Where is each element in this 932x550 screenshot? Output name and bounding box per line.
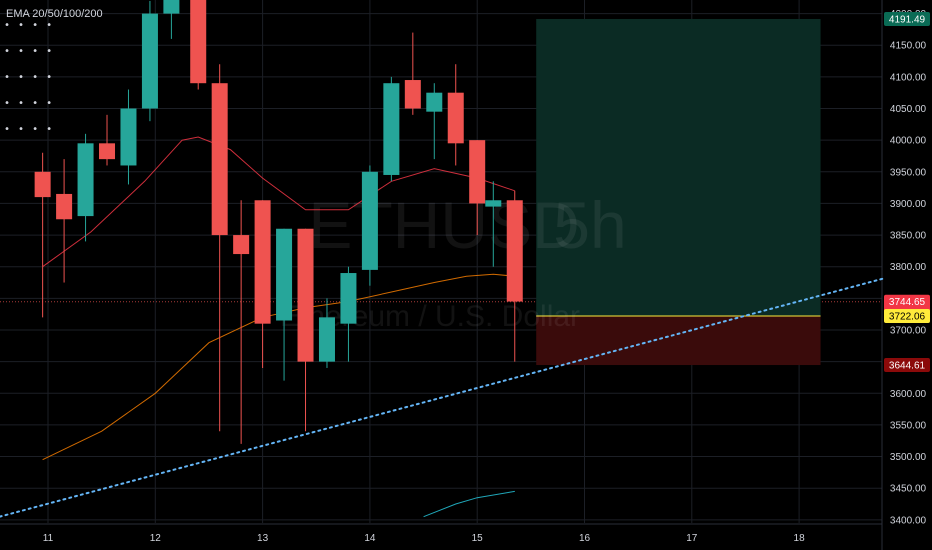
candle-body: [163, 0, 180, 14]
time-axis[interactable]: 11 12 13 14 15 16 17 18: [43, 533, 805, 544]
candle-body: [318, 317, 335, 362]
candle-body: [276, 228, 293, 321]
price-tag-stop: [884, 358, 930, 373]
price-tag-entry: [884, 309, 930, 324]
price-tag-target: [884, 11, 930, 26]
candle-body: [383, 83, 400, 175]
price-tick-label: 3450.00: [890, 484, 927, 495]
time-tick-label: 13: [257, 533, 269, 544]
price-tag-current-label: 3744.65: [889, 297, 926, 308]
watermark-interval: 5h: [553, 188, 626, 262]
candle-body: [211, 83, 228, 236]
price-tag-stop-label: 3644.61: [889, 361, 926, 372]
price-tag-target-label: 4191.49: [889, 14, 926, 25]
ema-20-line: [42, 136, 515, 268]
price-tick-label: 4000.00: [890, 136, 927, 147]
candle-body: [99, 143, 116, 160]
time-tick-label: 17: [686, 533, 698, 544]
candle-body: [297, 228, 314, 362]
candle-body: [447, 92, 464, 144]
watermark-symbol: ETHUSD: [308, 188, 579, 262]
candle-body: [190, 0, 207, 84]
symbol-watermark: ETHUSD 5h Ethereum / U.S. Dollar: [280, 188, 627, 333]
indicator-dots: • • • •: [4, 98, 54, 109]
time-tick-label: 14: [364, 533, 376, 544]
indicator-dots: • • • •: [4, 20, 54, 31]
price-tick-label: 3500.00: [890, 452, 927, 463]
price-tick-label: 4100.00: [890, 72, 927, 83]
ema-100-line: [423, 490, 515, 518]
candle-body: [77, 143, 94, 217]
price-tick-label: 3900.00: [890, 199, 927, 210]
candle-body: [469, 140, 486, 204]
price-tick-label: 3550.00: [890, 420, 927, 431]
candle-body: [426, 92, 443, 112]
time-tick-label: 16: [579, 533, 591, 544]
candle-body: [141, 13, 158, 109]
candle-body: [340, 273, 357, 324]
profit-zone: [536, 18, 821, 317]
price-tick-label: 4150.00: [890, 41, 927, 52]
price-tick-label: 3400.00: [890, 515, 927, 526]
candle-body: [506, 200, 523, 302]
candle-body: [34, 171, 51, 198]
price-tick-label: 3600.00: [890, 389, 927, 400]
candle-body: [56, 193, 73, 220]
candle-body: [361, 171, 378, 270]
time-tick-label: 12: [150, 533, 162, 544]
candle-body: [233, 235, 250, 255]
long-position-tool[interactable]: [536, 18, 821, 366]
price-axis[interactable]: 3400.003450.003500.003550.003600.003650.…: [890, 9, 927, 526]
trendline-path: [0, 277, 886, 518]
candle-body: [404, 80, 421, 109]
price-tag-entry-label: 3722.06: [889, 312, 926, 323]
loss-zone: [536, 316, 821, 366]
trendline[interactable]: [0, 277, 886, 518]
indicator-dots: • • • •: [4, 46, 54, 57]
candle-body: [485, 200, 502, 207]
indicator-dots: • • • •: [4, 124, 54, 135]
time-tick-label: 11: [43, 533, 54, 544]
indicator-dots: • • • •: [4, 72, 54, 83]
price-tick-label: 3950.00: [890, 167, 927, 178]
time-tick-label: 15: [472, 533, 484, 544]
candlestick-series[interactable]: [34, 0, 523, 444]
candle-body: [254, 200, 271, 324]
candle-body: [120, 108, 137, 166]
price-tick-label: 4050.00: [890, 104, 927, 115]
indicator-legend[interactable]: EMA 20/50/100/200: [6, 8, 103, 20]
price-tick-label: 3800.00: [890, 262, 927, 273]
time-tick-label: 18: [794, 533, 806, 544]
price-tick-label: 3850.00: [890, 231, 927, 242]
price-tick-label: 3700.00: [890, 325, 927, 336]
